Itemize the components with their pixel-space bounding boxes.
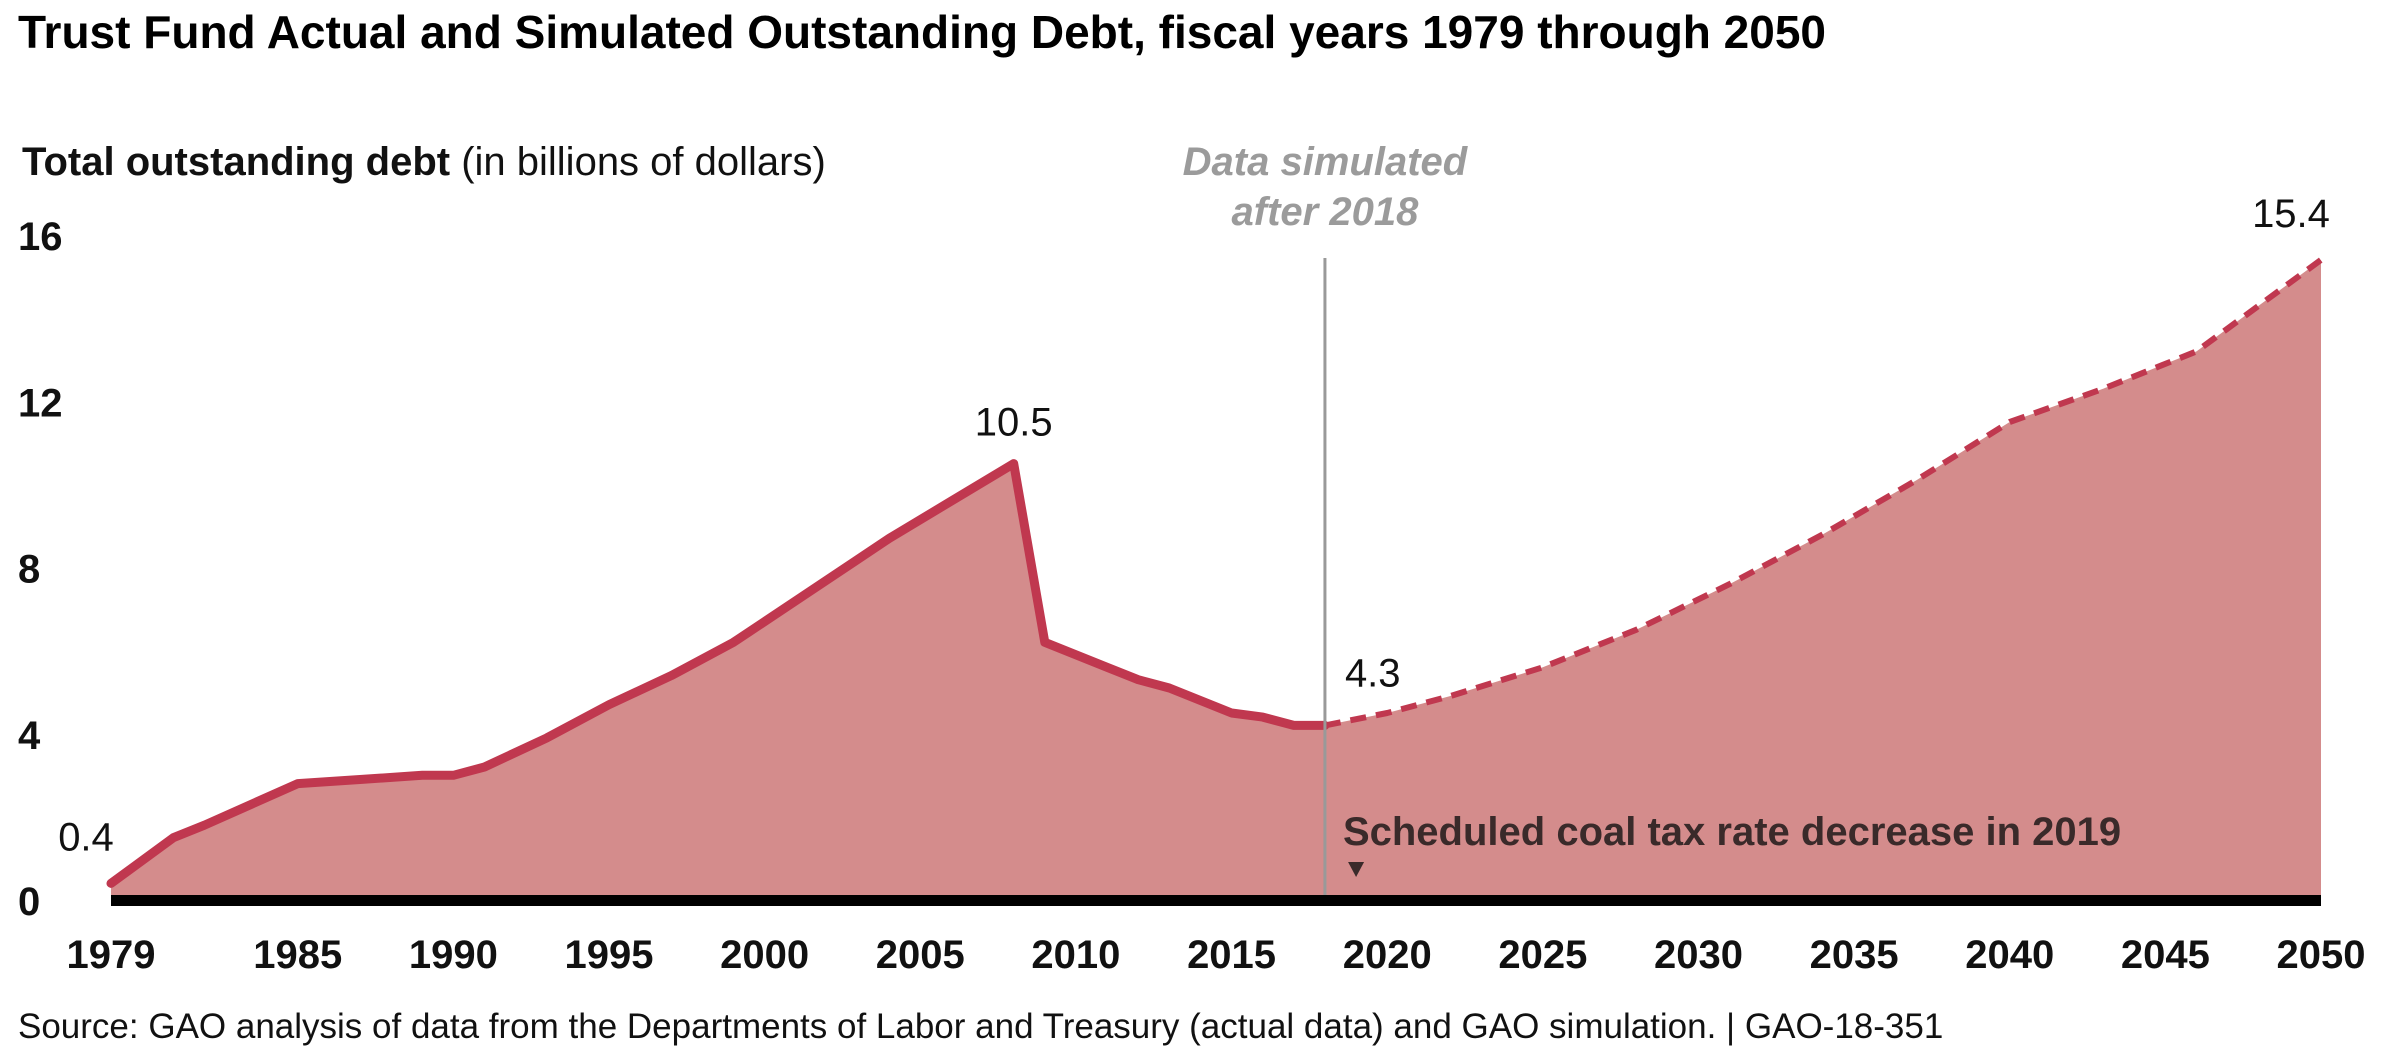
x-tick-label: 2000 <box>720 933 809 977</box>
y-axis-title: Total outstanding debt (in billions of d… <box>22 140 826 184</box>
x-tick-label: 2025 <box>1498 933 1587 977</box>
x-tick-label: 1990 <box>409 933 498 977</box>
debt-area-fill <box>111 259 2321 900</box>
y-tick-label: 0 <box>18 880 40 924</box>
chart-title: Trust Fund Actual and Simulated Outstand… <box>18 6 1826 58</box>
x-tick-label: 2015 <box>1187 933 1276 977</box>
x-tick-label: 2035 <box>1810 933 1899 977</box>
annotation-marker-icon <box>1348 862 1365 877</box>
x-tick-label: 1995 <box>565 933 654 977</box>
plot-area: 0 4 8 12 16 1979 1985 1990 1995 2000 2005 2010 2015 2… <box>18 192 2365 977</box>
source-note: Source: GAO analysis of data from the De… <box>18 1007 1943 1046</box>
y-tick-label: 4 <box>18 714 41 758</box>
y-axis-title-unit: (in billions of dollars) <box>450 140 826 184</box>
actual-debt-line <box>106 459 1330 888</box>
x-tick-label: 2050 <box>2277 933 2366 977</box>
data-label: 4.3 <box>1345 651 1401 695</box>
simulated-debt-line <box>1324 257 2323 729</box>
y-tick-label: 16 <box>18 215 63 259</box>
coal-tax-annotation: Scheduled coal tax rate decrease in 2019 <box>1343 810 2121 854</box>
x-tick-label: 1979 <box>67 933 156 977</box>
x-tick-label: 2040 <box>1965 933 2054 977</box>
data-label: 15.4 <box>2252 192 2330 236</box>
simulated-note-line1: Data simulated <box>1183 140 1469 184</box>
y-axis-title-bold: Total outstanding debt <box>22 140 450 184</box>
y-tick-label: 12 <box>18 381 63 425</box>
x-tick-label: 1985 <box>253 933 342 977</box>
simulated-note-line2: after 2018 <box>1232 190 1420 234</box>
y-tick-label: 8 <box>18 548 40 592</box>
x-tick-label: 2010 <box>1031 933 1120 977</box>
x-tick-label: 2020 <box>1343 933 1432 977</box>
x-tick-label: 2045 <box>2121 933 2210 977</box>
x-axis-line <box>111 895 2321 906</box>
x-tick-label: 2005 <box>876 933 965 977</box>
data-label: 0.4 <box>58 815 114 859</box>
data-label: 10.5 <box>975 401 1053 445</box>
x-tick-label: 2030 <box>1654 933 1743 977</box>
